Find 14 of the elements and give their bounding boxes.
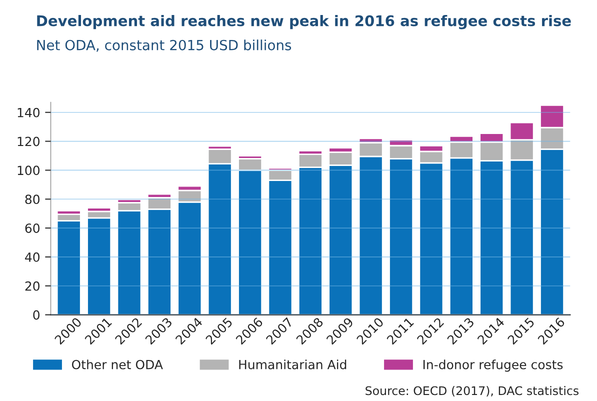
chart-subtitle: Net ODA, constant 2015 USD billions: [37, 40, 292, 52]
y-tick-label: 60: [25, 224, 40, 233]
legend-label: Other net ODA: [72, 360, 163, 370]
y-tick-label: 40: [25, 252, 40, 262]
y-tick-label: 140: [18, 108, 40, 118]
y-tick-label: 100: [18, 166, 40, 176]
source-note: Source: OECD (2017), DAC statistics: [366, 386, 579, 397]
y-tick-label: 0: [33, 310, 40, 320]
y-tick-label: 80: [25, 194, 40, 204]
chart-title: Development aid reaches new peak in 2016 as refugee costs rise: [37, 14, 571, 30]
legend-label: Humanitarian Aid: [239, 360, 346, 370]
legend-label: In-donor refugee costs: [423, 360, 563, 372]
y-tick-label: 120: [18, 136, 40, 146]
y-tick-label: 20: [25, 281, 40, 291]
